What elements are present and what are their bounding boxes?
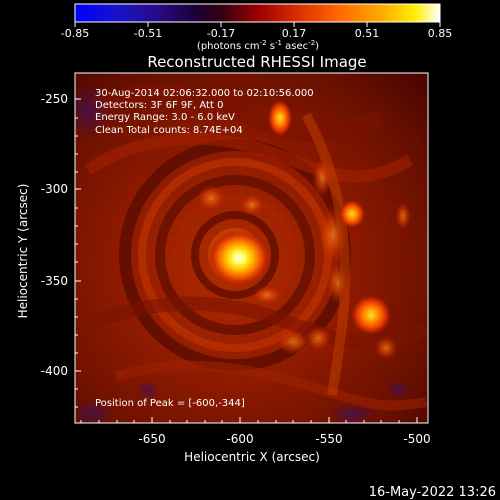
peak-position-label: Position of Peak = [-600,-344] — [95, 398, 245, 409]
colorbar-tick-label: -0.51 — [134, 27, 162, 40]
colorbar-tick-label: -0.17 — [207, 27, 235, 40]
y-tick-label: -400 — [41, 364, 68, 378]
info-line: Energy Range: 3.0 - 6.0 keV — [95, 112, 235, 123]
y-axis-labels: -250 -300 -350 -400 — [41, 92, 68, 378]
rhessi-heatmap — [75, 73, 428, 423]
colorbar — [74, 3, 441, 23]
colorbar-tick-label: 0.51 — [355, 27, 380, 40]
colorbar-tick-label: 0.17 — [282, 27, 307, 40]
y-axis-ticks — [75, 98, 81, 408]
x-axis-ticks — [80, 417, 418, 423]
x-axis-title: Heliocentric X (arcsec) — [184, 450, 320, 464]
plot-title: Reconstructed RHESSI Image — [147, 53, 366, 71]
colorbar-tick-label: -0.85 — [61, 27, 89, 40]
x-tick-label: -500 — [403, 432, 430, 446]
colorbar-tick-labels: -0.85 -0.51 -0.17 0.17 0.51 0.85 — [61, 27, 452, 40]
colorbar-tick-label: 0.85 — [428, 27, 453, 40]
y-tick-label: -300 — [41, 182, 68, 196]
colorbar-ticks — [74, 22, 441, 27]
footer-timestamp: 16-May-2022 13:26 — [369, 485, 496, 500]
x-tick-label: -600 — [226, 432, 253, 446]
colorbar-unit-label: (photons cm-2 s-1 asec-2) — [197, 39, 319, 52]
info-line: Clean Total counts: 8.74E+04 — [95, 125, 243, 136]
heatmap-pixel-texture — [75, 73, 428, 423]
info-line: 30-Aug-2014 02:06:32.000 to 02:10:56.000 — [95, 88, 314, 99]
x-tick-label: -550 — [315, 432, 342, 446]
x-axis-labels: -650 -600 -550 -500 — [138, 432, 430, 446]
y-tick-label: -350 — [41, 274, 68, 288]
plot-frame — [74, 72, 429, 424]
info-line: Detectors: 3F 6F 9F, Att 0 — [95, 100, 223, 111]
y-axis-title: Heliocentric Y (arcsec) — [16, 184, 30, 319]
y-tick-label: -250 — [41, 92, 68, 106]
info-overlay: 30-Aug-2014 02:06:32.000 to 02:10:56.000… — [95, 88, 314, 136]
x-tick-label: -650 — [138, 432, 165, 446]
